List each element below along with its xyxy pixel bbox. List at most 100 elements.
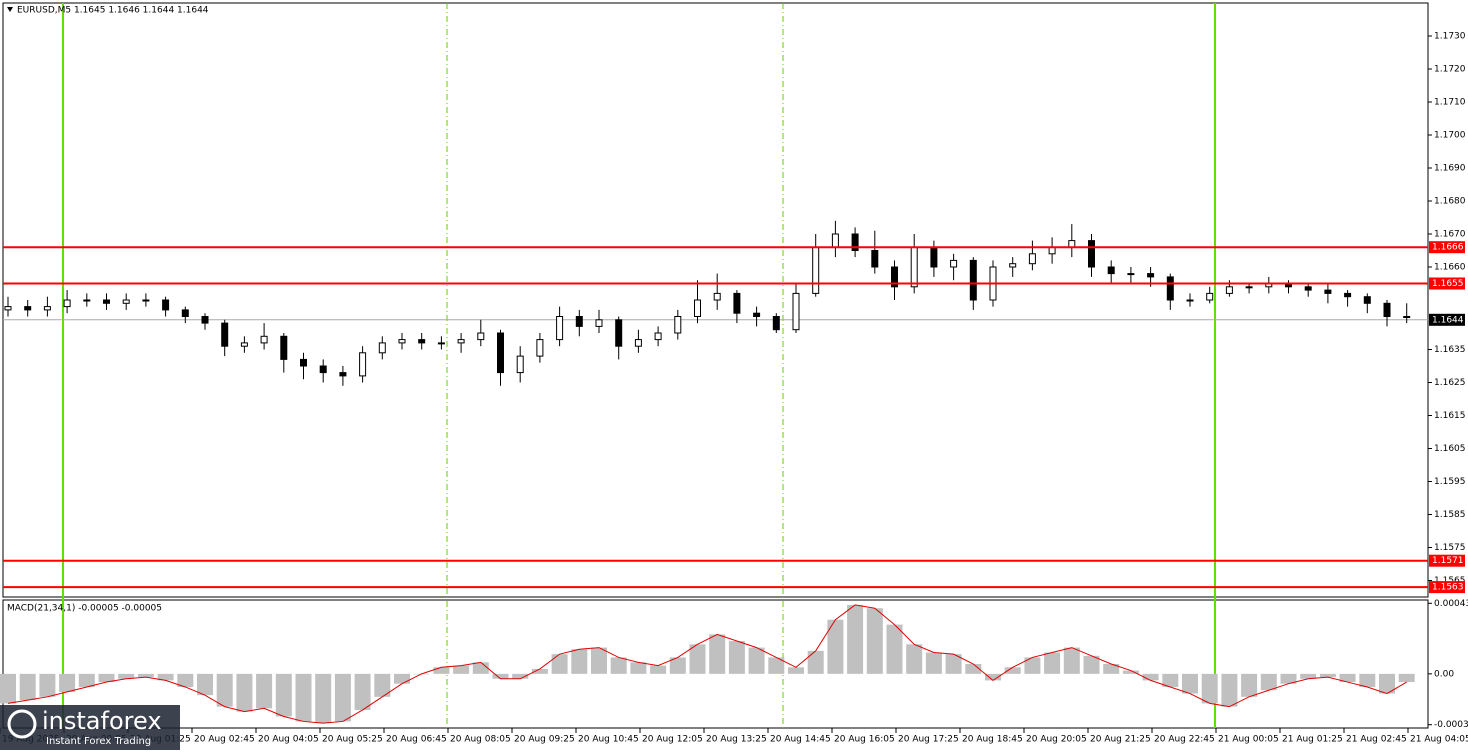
y-tick-label: 1.1660 xyxy=(1434,263,1466,273)
chart-header: EURUSD,M5 1.1645 1.1646 1.1644 1.1644 xyxy=(17,6,209,16)
candle-body xyxy=(221,322,229,347)
macd-bar xyxy=(591,647,607,674)
x-tick-label: 21 Aug 00:05 xyxy=(1218,735,1279,745)
macd-bar xyxy=(354,673,371,710)
macd-bar xyxy=(847,604,864,674)
macd-bar xyxy=(1201,673,1218,704)
macd-bar xyxy=(1122,670,1139,674)
macd-bar xyxy=(669,657,686,674)
macd-bar xyxy=(788,667,804,674)
candle-body xyxy=(1127,273,1135,276)
macd-bar xyxy=(1379,673,1395,694)
candle-body xyxy=(63,299,71,308)
y-tick-label: 1.1625 xyxy=(1434,378,1466,388)
candle-body xyxy=(753,312,761,318)
macd-y-tick-label: 0.00 xyxy=(1434,669,1454,679)
candle-body xyxy=(457,339,465,344)
candle-body xyxy=(654,332,662,341)
candle-body xyxy=(674,316,682,334)
candle-body xyxy=(1304,286,1312,291)
candle-body xyxy=(319,365,327,374)
candle-body xyxy=(162,299,170,311)
x-tick-label: 20 Aug 21:25 xyxy=(1090,735,1151,745)
candle-body xyxy=(634,339,642,347)
x-tick-label: 20 Aug 12:05 xyxy=(642,735,703,745)
macd-bar xyxy=(1359,673,1376,687)
candle-body xyxy=(733,292,741,314)
macd-bar xyxy=(886,624,903,674)
candle-body xyxy=(1009,263,1017,268)
plot: 1.1730 1.1720 1.1710 1.1700 1.1690 1.1680 1.16… xyxy=(0,32,1468,745)
macd-bar xyxy=(256,673,273,709)
candle-body xyxy=(1403,316,1411,318)
macd-bar xyxy=(1044,652,1061,674)
x-tick-label: 20 Aug 22:45 xyxy=(1154,735,1215,745)
macd-bar xyxy=(295,673,312,722)
candle-body xyxy=(891,266,898,288)
candle-body xyxy=(615,319,623,347)
candle-body xyxy=(280,335,288,360)
x-tick-label: 20 Aug 06:45 xyxy=(386,735,447,745)
macd-bar xyxy=(630,662,647,674)
macd-bar xyxy=(1241,673,1258,697)
candle-body xyxy=(497,332,504,374)
macd-bar xyxy=(945,654,962,674)
macd-bar xyxy=(1398,673,1415,683)
macd-bar xyxy=(531,668,548,674)
macd-bar xyxy=(650,665,667,674)
candle-body xyxy=(930,246,938,268)
macd-bar xyxy=(1142,673,1159,681)
macd-bar xyxy=(728,641,745,674)
y-tick-label: 1.1605 xyxy=(1434,444,1466,454)
candle-body xyxy=(1344,292,1352,298)
macd-y-tick-label: -0.00031 xyxy=(1434,720,1468,730)
macd-bar xyxy=(768,657,785,674)
candle-body xyxy=(556,316,564,341)
macd-bar xyxy=(78,673,95,687)
candle-body xyxy=(1363,296,1371,304)
macd-bar xyxy=(1280,673,1297,684)
macd-bar xyxy=(472,662,489,674)
watermark-icon xyxy=(7,709,37,739)
y-tick-label: 1.1585 xyxy=(1434,510,1466,520)
macd-bar xyxy=(1083,655,1100,674)
candle-body xyxy=(359,352,367,377)
candle-body xyxy=(201,316,209,324)
candle-body xyxy=(595,319,603,327)
macd-bar xyxy=(906,644,923,674)
candle-body xyxy=(575,316,583,327)
candle-body xyxy=(477,332,485,341)
level-tag xyxy=(1429,581,1465,594)
candle-body xyxy=(950,259,958,268)
candle-body xyxy=(418,339,426,344)
macd-title: MACD(21,34,1) -0.00005 -0.00005 xyxy=(7,604,162,614)
watermark-brand: instaforex xyxy=(42,707,162,735)
macd-bar xyxy=(748,647,765,674)
x-tick-label: 20 Aug 17:25 xyxy=(898,735,959,745)
candle-body xyxy=(812,246,820,294)
y-tick-label: 1.1720 xyxy=(1434,65,1466,75)
candle-body xyxy=(1166,276,1174,301)
candle-body xyxy=(142,299,150,302)
macd-bar xyxy=(512,673,529,679)
x-tick-label: 20 Aug 02:45 xyxy=(194,735,255,745)
macd-bar xyxy=(1300,673,1317,679)
x-tick-label: 20 Aug 18:45 xyxy=(962,735,1023,745)
macd-bar xyxy=(827,619,844,674)
candle-body xyxy=(831,233,839,248)
level-label: 1.1666 xyxy=(1432,243,1464,253)
macd-bar xyxy=(197,673,213,696)
macd-bar xyxy=(453,665,470,674)
candle-body xyxy=(398,339,406,344)
candle-body xyxy=(871,250,879,268)
x-tick-label: 21 Aug 02:45 xyxy=(1346,735,1407,745)
macd-bar xyxy=(689,644,706,674)
macd-y-tick-label: 0.00043 xyxy=(1434,599,1468,609)
macd-bar xyxy=(610,657,627,674)
candle-body xyxy=(4,306,12,311)
y-tick-label: 1.1690 xyxy=(1434,164,1466,174)
candle-body xyxy=(910,246,918,288)
x-tick-label: 20 Aug 04:05 xyxy=(258,735,319,745)
candle-body xyxy=(1225,286,1233,294)
